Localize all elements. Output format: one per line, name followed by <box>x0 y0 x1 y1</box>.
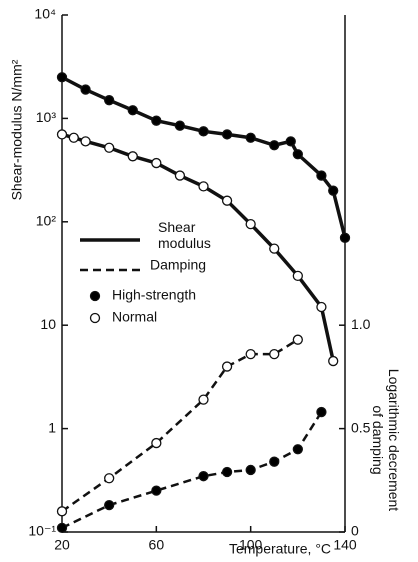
data-point <box>292 149 303 160</box>
data-point <box>174 120 186 131</box>
y-axis-label: Shear-modulus N/mm² <box>9 59 25 200</box>
legend-marker <box>89 312 101 324</box>
data-point <box>328 355 339 367</box>
y-tick-label: 10⁴ <box>34 6 56 22</box>
legend-label: Damping <box>150 257 206 273</box>
y2-tick-label: 1.0 <box>351 316 371 332</box>
data-point <box>56 506 68 517</box>
x-tick-label: 140 <box>333 537 357 553</box>
x-tick-label: 100 <box>239 537 263 553</box>
data-point <box>316 301 327 313</box>
x-tick-label: 20 <box>54 537 70 553</box>
data-point <box>56 72 68 83</box>
legend-label: Normal <box>112 309 157 325</box>
data-point <box>198 126 209 137</box>
data-point <box>245 218 256 230</box>
data-point <box>151 157 162 169</box>
data-point <box>316 170 327 181</box>
data-point <box>127 151 138 162</box>
data-point <box>269 243 280 254</box>
data-point <box>245 464 256 476</box>
legend-label: Shear modulus <box>158 219 211 251</box>
data-point <box>198 471 209 482</box>
data-point <box>151 485 162 496</box>
data-point <box>292 334 303 345</box>
data-point <box>328 185 339 196</box>
legend-label: High-strength <box>112 287 196 303</box>
y2-tick-label: 0 <box>351 523 359 539</box>
y-tick-label: 10⁻¹ <box>28 523 56 539</box>
x-axis-label: Temperature, °C <box>229 541 331 557</box>
x-tick-label: 60 <box>149 537 165 553</box>
y2-tick-label: 0.5 <box>351 419 371 435</box>
data-point <box>127 105 138 116</box>
data-point <box>292 270 303 282</box>
data-point <box>80 136 91 147</box>
data-point <box>221 466 233 478</box>
y-tick-label: 1 <box>48 419 56 435</box>
data-point <box>221 195 233 206</box>
y-tick-label: 10³ <box>36 109 57 125</box>
damping-line <box>61 411 323 529</box>
data-point <box>80 84 91 95</box>
data-point <box>104 473 115 484</box>
data-point <box>292 444 303 455</box>
data-point <box>68 132 79 143</box>
data-point <box>339 232 351 243</box>
data-point <box>56 522 68 534</box>
data-point <box>198 181 209 192</box>
damping-line <box>61 338 299 513</box>
data-point <box>285 136 296 147</box>
data-point <box>316 406 327 418</box>
data-point <box>151 437 162 449</box>
data-point <box>104 95 115 106</box>
data-point <box>245 132 256 143</box>
data-point <box>245 349 256 360</box>
data-point <box>174 170 186 181</box>
data-point <box>198 394 209 405</box>
y2-axis-label: Logarithmic decrementof damping <box>370 369 402 512</box>
legend-marker <box>89 290 101 302</box>
data-point <box>151 115 162 126</box>
data-point <box>104 499 115 511</box>
data-point <box>269 140 280 151</box>
y-tick-label: 10² <box>36 213 57 229</box>
data-point <box>221 129 233 140</box>
data-point <box>56 129 68 140</box>
data-point <box>104 142 115 153</box>
data-point <box>221 361 233 372</box>
y-tick-label: 10 <box>40 316 56 332</box>
data-point <box>269 349 280 360</box>
data-point <box>269 456 280 467</box>
